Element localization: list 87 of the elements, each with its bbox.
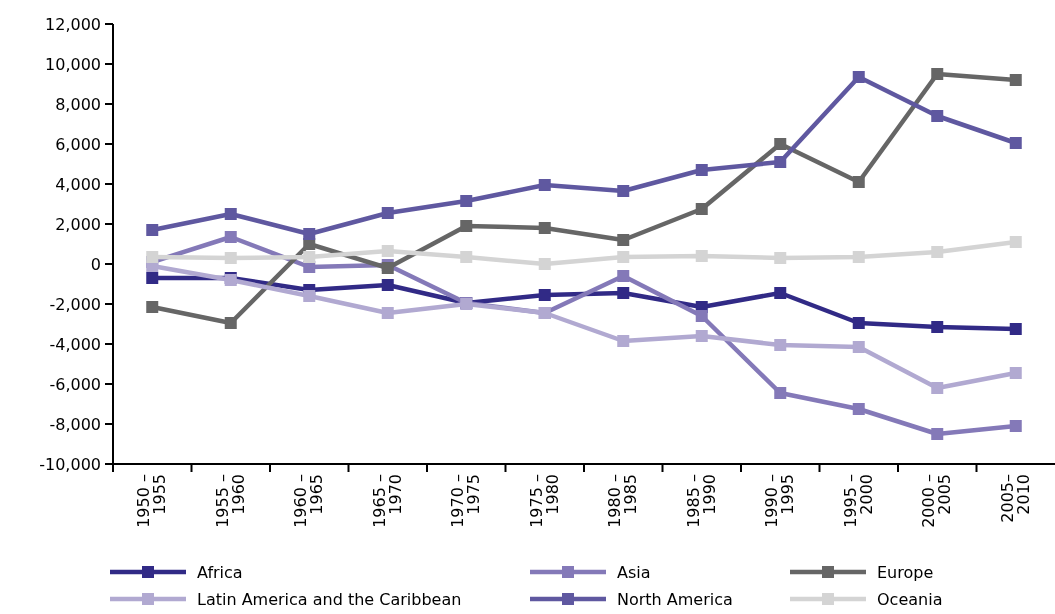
point (617, 251, 630, 263)
point (381, 207, 394, 219)
point (774, 387, 787, 399)
x-tick-label: 2005–2010 (997, 474, 1033, 523)
legend-label: Asia (617, 562, 651, 582)
point (617, 335, 630, 347)
point (852, 71, 865, 83)
point (852, 403, 865, 415)
point (852, 317, 865, 329)
x-tick-label: 2000 – 2005 (919, 474, 955, 528)
y-tick-label: 2,000 (55, 214, 101, 234)
point (774, 252, 787, 264)
point (224, 252, 237, 264)
point (774, 156, 787, 168)
y-tick-label: 6,000 (55, 134, 101, 154)
point (931, 321, 944, 333)
y-tick-label: 10,000 (45, 54, 101, 74)
point (146, 224, 159, 236)
y-tick-label: 4,000 (55, 174, 101, 194)
point (1009, 236, 1022, 248)
x-tick-label: 1950 – 1955 (134, 474, 170, 528)
point (931, 246, 944, 258)
point (695, 203, 708, 215)
point (852, 251, 865, 263)
legend-label: Europe (877, 562, 934, 582)
point (1009, 137, 1022, 149)
point (381, 279, 394, 291)
y-tick-label: 12,000 (45, 14, 101, 34)
point (224, 317, 237, 329)
y-tick-label: -10,000 (39, 454, 101, 474)
x-tick-label: 1960 – 1965 (291, 474, 327, 528)
point (774, 339, 787, 351)
point (381, 307, 394, 319)
x-tick-label: 1985 – 1990 (683, 474, 719, 528)
point (852, 176, 865, 188)
point (460, 195, 473, 207)
point (617, 270, 630, 282)
x-tick-label: 1980 – 1985 (605, 474, 641, 528)
point (224, 208, 237, 220)
point (931, 110, 944, 122)
x-tick-label: 1965 – 1970 (369, 474, 405, 528)
point (303, 290, 316, 302)
y-tick-label: -6,000 (49, 374, 101, 394)
x-tick-label: 1975 – 1980 (526, 474, 562, 528)
point (1009, 323, 1022, 335)
point (617, 287, 630, 299)
y-tick-label: 0 (90, 254, 101, 274)
point (460, 251, 473, 263)
y-tick-label: -2,000 (49, 294, 101, 314)
point (538, 179, 551, 191)
point (931, 428, 944, 440)
point (695, 250, 708, 262)
point (1009, 420, 1022, 432)
point (695, 164, 708, 176)
x-tick-label: 1995 – 2000 (840, 474, 876, 528)
point (538, 289, 551, 301)
y-tick-label: -8,000 (49, 414, 101, 434)
legend-label: Oceania (877, 589, 943, 609)
legend-label: Latin America and the Caribbean (197, 589, 462, 609)
point (695, 310, 708, 322)
point (146, 301, 159, 313)
legend-label: Africa (197, 562, 243, 582)
x-tick-label: 1990 – 1995 (762, 474, 798, 528)
x-tick-label: 1955 – 1960 (212, 474, 248, 528)
point (695, 330, 708, 342)
point (617, 185, 630, 197)
point (303, 228, 316, 240)
x-tick-label: 1970 – 1975 (448, 474, 484, 528)
point (931, 68, 944, 80)
point (303, 251, 316, 263)
y-tick-label: 8,000 (55, 94, 101, 114)
point (617, 234, 630, 246)
point (931, 382, 944, 394)
y-tick-label: -4,000 (49, 334, 101, 354)
point (852, 341, 865, 353)
point (460, 220, 473, 232)
point (774, 287, 787, 299)
point (146, 272, 159, 284)
point (1009, 74, 1022, 86)
point (538, 222, 551, 234)
point (1009, 367, 1022, 379)
point (224, 231, 237, 243)
legend-label: North America (617, 589, 733, 609)
point (381, 245, 394, 257)
point (538, 258, 551, 270)
point (774, 138, 787, 150)
point (146, 251, 159, 263)
